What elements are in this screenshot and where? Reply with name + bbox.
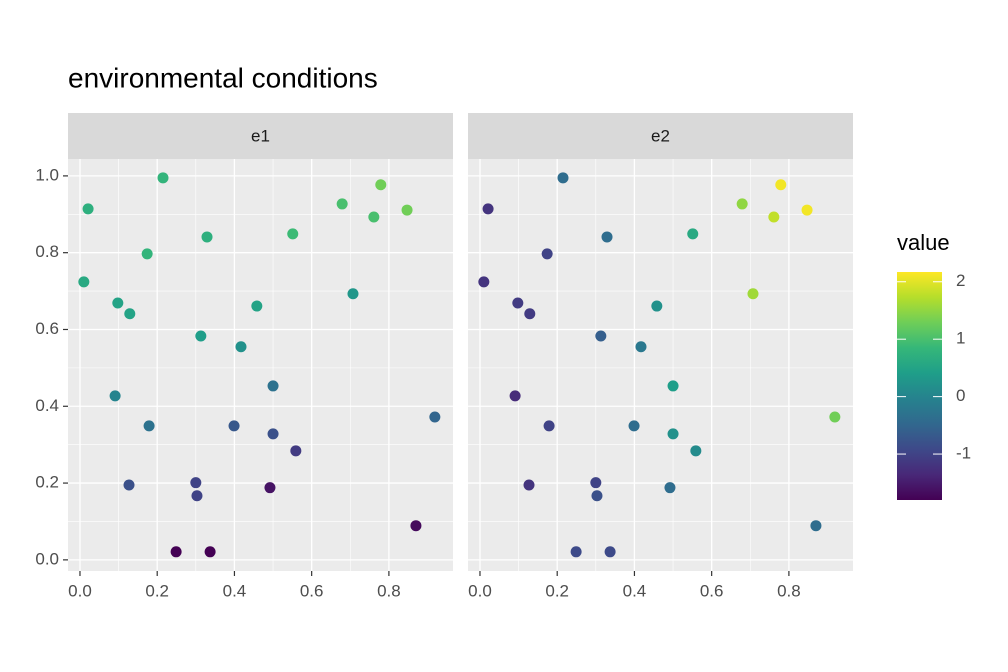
point	[628, 420, 640, 432]
point	[523, 479, 535, 491]
point	[635, 341, 647, 353]
point	[509, 390, 521, 402]
point	[235, 341, 247, 353]
point	[141, 248, 153, 260]
point	[667, 380, 679, 392]
strip-label: e2	[651, 126, 670, 145]
point	[541, 248, 553, 260]
point	[375, 179, 387, 191]
point	[801, 204, 813, 216]
point	[512, 297, 524, 309]
point	[401, 204, 413, 216]
legend-title: value	[897, 230, 950, 255]
colorbar	[897, 272, 942, 500]
x-tick-label: 0.4	[623, 581, 647, 600]
point	[290, 445, 302, 457]
point	[595, 330, 607, 342]
x-tick-label: 0.8	[777, 581, 801, 600]
panel-background	[68, 159, 453, 571]
point	[482, 203, 494, 215]
x-tick-label: 0.0	[468, 581, 492, 600]
point	[557, 172, 569, 184]
point	[601, 231, 613, 243]
point	[347, 288, 359, 300]
point	[810, 520, 822, 532]
point	[264, 482, 276, 494]
point	[204, 546, 216, 558]
point	[228, 420, 240, 432]
point	[195, 330, 207, 342]
point	[78, 276, 90, 288]
point	[687, 228, 699, 240]
point	[570, 546, 582, 558]
point	[410, 520, 422, 532]
point	[736, 198, 748, 210]
point	[651, 300, 663, 312]
point	[143, 420, 155, 432]
legend-tick-label: 0	[956, 386, 965, 405]
point	[267, 380, 279, 392]
point	[604, 546, 616, 558]
point	[768, 211, 780, 223]
point	[267, 428, 279, 440]
point	[251, 300, 263, 312]
y-tick-label: 0.4	[35, 396, 59, 415]
strip	[468, 113, 853, 159]
chart-title: environmental conditions	[68, 62, 378, 93]
point	[190, 477, 202, 489]
x-tick-label: 0.6	[700, 581, 724, 600]
point	[664, 482, 676, 494]
point	[667, 428, 679, 440]
point	[747, 288, 759, 300]
legend-tick-label: 1	[956, 329, 965, 348]
point	[478, 276, 490, 288]
point	[123, 479, 135, 491]
x-tick-label: 0.8	[377, 581, 401, 600]
point	[112, 297, 124, 309]
point	[287, 228, 299, 240]
panel-background	[468, 159, 853, 571]
point	[543, 420, 555, 432]
point	[429, 411, 441, 423]
point	[336, 198, 348, 210]
y-tick-label: 0.2	[35, 473, 59, 492]
point	[368, 211, 380, 223]
y-tick-label: 0.6	[35, 319, 59, 338]
x-tick-label: 0.4	[223, 581, 247, 600]
point	[157, 172, 169, 184]
strip	[68, 113, 453, 159]
x-tick-label: 0.2	[145, 581, 169, 600]
point	[82, 203, 94, 215]
point	[191, 490, 203, 502]
point	[524, 308, 536, 320]
point	[124, 308, 136, 320]
y-tick-label: 0.0	[35, 549, 59, 568]
legend-tick-label: -1	[956, 444, 971, 463]
point	[170, 546, 182, 558]
x-tick-label: 0.6	[300, 581, 324, 600]
y-tick-label: 1.0	[35, 165, 59, 184]
x-tick-label: 0.0	[68, 581, 92, 600]
x-tick-label: 0.2	[545, 581, 569, 600]
point	[201, 231, 213, 243]
point	[775, 179, 787, 191]
point	[690, 445, 702, 457]
point	[109, 390, 121, 402]
legend-tick-label: 2	[956, 271, 965, 290]
point	[591, 490, 603, 502]
strip-label: e1	[251, 126, 270, 145]
point	[829, 411, 841, 423]
point	[590, 477, 602, 489]
y-tick-label: 0.8	[35, 242, 59, 261]
